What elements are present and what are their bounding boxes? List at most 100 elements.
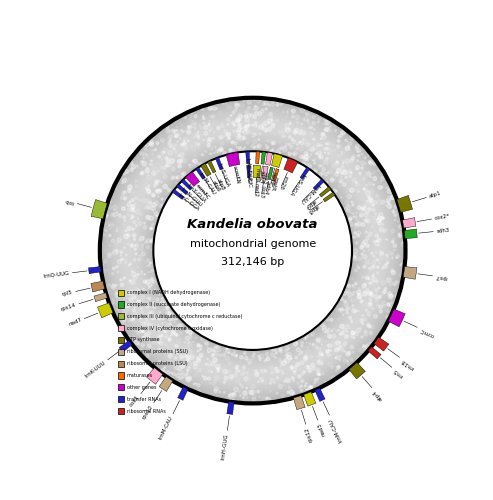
Circle shape bbox=[349, 316, 352, 319]
Circle shape bbox=[244, 114, 248, 118]
Circle shape bbox=[291, 110, 293, 112]
Circle shape bbox=[384, 264, 387, 268]
Circle shape bbox=[319, 172, 322, 176]
Circle shape bbox=[186, 373, 188, 374]
Circle shape bbox=[180, 144, 183, 146]
Circle shape bbox=[382, 200, 386, 203]
Circle shape bbox=[111, 284, 115, 289]
Circle shape bbox=[396, 257, 397, 258]
Circle shape bbox=[317, 382, 321, 386]
Circle shape bbox=[180, 364, 184, 368]
Circle shape bbox=[155, 317, 157, 318]
Circle shape bbox=[379, 305, 382, 308]
Circle shape bbox=[358, 173, 360, 174]
Circle shape bbox=[347, 204, 350, 208]
Circle shape bbox=[174, 332, 175, 334]
Circle shape bbox=[233, 124, 235, 126]
Circle shape bbox=[262, 102, 265, 106]
Circle shape bbox=[170, 319, 172, 321]
Circle shape bbox=[229, 374, 233, 378]
Circle shape bbox=[290, 358, 292, 360]
Circle shape bbox=[148, 282, 151, 286]
Circle shape bbox=[181, 124, 183, 126]
Circle shape bbox=[356, 168, 358, 170]
Circle shape bbox=[391, 257, 393, 258]
Circle shape bbox=[260, 360, 261, 361]
Circle shape bbox=[203, 122, 205, 124]
Circle shape bbox=[120, 290, 124, 294]
Circle shape bbox=[118, 214, 121, 216]
Circle shape bbox=[318, 164, 321, 167]
Circle shape bbox=[285, 378, 286, 379]
Circle shape bbox=[224, 376, 228, 380]
Circle shape bbox=[353, 337, 355, 338]
Circle shape bbox=[351, 200, 353, 203]
Circle shape bbox=[297, 382, 299, 385]
Circle shape bbox=[150, 206, 155, 210]
Circle shape bbox=[284, 358, 287, 362]
Circle shape bbox=[229, 394, 230, 396]
Circle shape bbox=[209, 376, 211, 378]
Circle shape bbox=[182, 375, 184, 376]
Circle shape bbox=[131, 315, 135, 320]
Circle shape bbox=[342, 164, 344, 166]
Circle shape bbox=[358, 184, 360, 185]
Circle shape bbox=[311, 332, 315, 336]
Circle shape bbox=[377, 302, 380, 305]
Circle shape bbox=[378, 244, 381, 246]
Circle shape bbox=[226, 132, 229, 136]
Circle shape bbox=[175, 344, 178, 348]
Circle shape bbox=[132, 291, 133, 292]
Circle shape bbox=[129, 186, 132, 190]
Circle shape bbox=[374, 295, 378, 299]
Circle shape bbox=[313, 138, 315, 140]
Circle shape bbox=[132, 272, 136, 276]
Circle shape bbox=[306, 144, 309, 146]
Circle shape bbox=[147, 344, 151, 348]
Circle shape bbox=[319, 154, 323, 158]
Circle shape bbox=[358, 240, 359, 242]
Circle shape bbox=[243, 100, 245, 102]
Circle shape bbox=[347, 205, 351, 210]
Circle shape bbox=[282, 134, 285, 138]
Circle shape bbox=[338, 136, 341, 138]
Circle shape bbox=[172, 328, 174, 330]
Circle shape bbox=[158, 360, 161, 363]
Circle shape bbox=[181, 362, 184, 365]
Circle shape bbox=[262, 108, 264, 111]
Circle shape bbox=[327, 152, 329, 154]
Circle shape bbox=[214, 365, 217, 368]
Circle shape bbox=[374, 258, 378, 262]
Circle shape bbox=[132, 309, 135, 312]
Circle shape bbox=[223, 130, 227, 133]
Circle shape bbox=[340, 134, 343, 137]
Circle shape bbox=[367, 282, 369, 284]
Polygon shape bbox=[94, 292, 107, 302]
Circle shape bbox=[159, 170, 162, 172]
Circle shape bbox=[257, 147, 259, 150]
Circle shape bbox=[192, 356, 195, 358]
Circle shape bbox=[301, 131, 306, 135]
Bar bbox=[118, 290, 124, 296]
Circle shape bbox=[152, 274, 153, 275]
Circle shape bbox=[269, 112, 272, 116]
Circle shape bbox=[319, 158, 321, 160]
Circle shape bbox=[152, 280, 155, 283]
Circle shape bbox=[282, 128, 286, 133]
Circle shape bbox=[137, 274, 139, 276]
Circle shape bbox=[187, 377, 191, 381]
Circle shape bbox=[244, 353, 246, 355]
Circle shape bbox=[286, 144, 288, 146]
Circle shape bbox=[362, 244, 366, 248]
Circle shape bbox=[177, 160, 181, 164]
Circle shape bbox=[367, 312, 371, 316]
Circle shape bbox=[147, 200, 151, 203]
Circle shape bbox=[131, 208, 134, 212]
Circle shape bbox=[309, 354, 313, 358]
Circle shape bbox=[232, 112, 235, 114]
Circle shape bbox=[172, 372, 176, 376]
Circle shape bbox=[322, 373, 323, 374]
Circle shape bbox=[205, 342, 208, 345]
Circle shape bbox=[234, 389, 235, 390]
Circle shape bbox=[319, 152, 322, 154]
